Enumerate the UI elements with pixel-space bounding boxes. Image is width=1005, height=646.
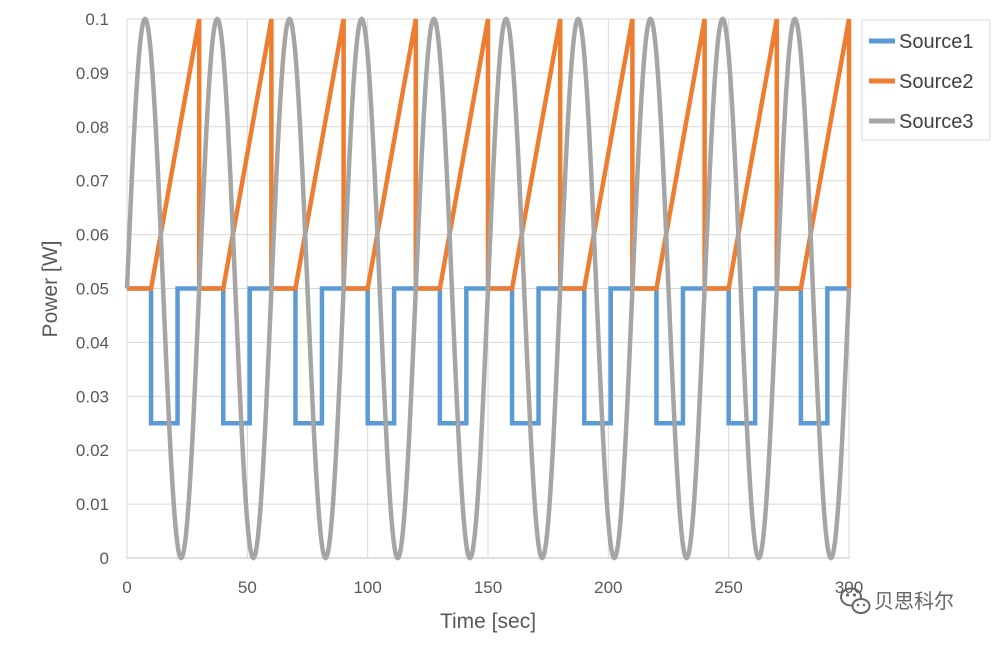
y-tick-label: 0.01 [76, 495, 109, 514]
y-tick-label: 0.02 [76, 441, 109, 460]
x-tick-label: 300 [835, 578, 863, 597]
y-tick-label: 0.06 [76, 226, 109, 245]
y-tick-label: 0.08 [76, 118, 109, 137]
x-tick-label: 50 [238, 578, 257, 597]
legend: Source1 Source2 Source3 [861, 19, 991, 141]
series-lines [124, 16, 852, 561]
y-tick-label: 0.07 [76, 172, 109, 191]
wechat-icon [840, 587, 871, 614]
x-tick-label: 0 [122, 578, 131, 597]
legend-label: Source1 [899, 31, 974, 53]
y-tick-label: 0.05 [76, 280, 109, 299]
x-tick-label: 150 [474, 578, 502, 597]
watermark-text: 贝思科尔 [874, 589, 954, 613]
legend-label: Source2 [899, 71, 974, 93]
y-tick-label: 0 [100, 549, 109, 568]
y-tick-label: 0.04 [76, 333, 109, 352]
series-line-source3 [124, 16, 852, 561]
x-tick-label: 250 [714, 578, 742, 597]
x-tick-label: 200 [594, 578, 622, 597]
watermark: 贝思科尔 [840, 587, 954, 614]
y-tick-labels: 0 0.01 0.02 0.03 0.04 0.05 0.06 0.07 0.08 0.09 0.1 [76, 10, 109, 568]
x-axis-title: Time [sec] [440, 610, 536, 633]
y-tick-label: 0.1 [85, 10, 109, 29]
y-axis-title: Power [W] [39, 241, 62, 338]
y-tick-label: 0.03 [76, 387, 109, 406]
x-tick-labels: 0 50 100 150 200 250 300 [122, 578, 863, 597]
legend-label: Source3 [899, 111, 974, 133]
y-tick-label: 0.09 [76, 64, 109, 83]
x-tick-label: 100 [353, 578, 381, 597]
